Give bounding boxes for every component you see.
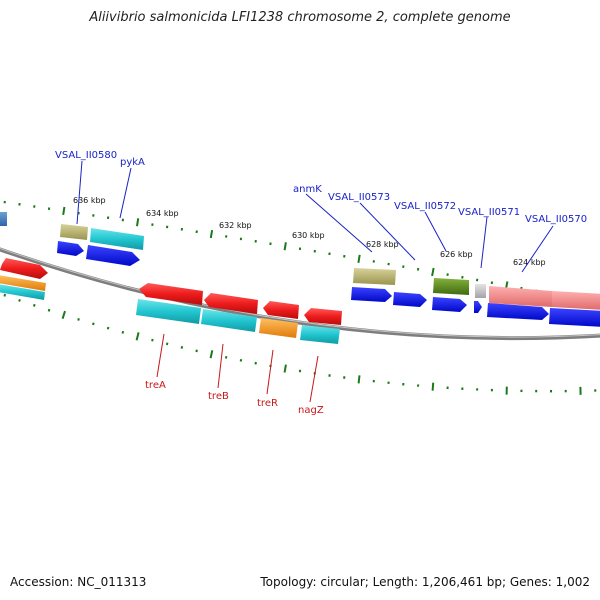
genome-summary-text: Topology: circular; Length: 1,206,461 bp… (260, 575, 590, 589)
scale-tick-minor (92, 322, 95, 326)
scale-tick-major (283, 242, 287, 251)
leader-treA (156, 333, 165, 378)
scale-tick-minor (151, 338, 154, 342)
gene-feature (353, 268, 396, 285)
gene-feature (475, 284, 486, 298)
gene-feature (90, 228, 144, 250)
gene-feature (204, 293, 258, 314)
leader-VSAL_II0580 (76, 160, 83, 225)
leader-nagZ (309, 355, 319, 403)
chromosome-backbone (0, 247, 600, 341)
leader-treB (217, 343, 224, 389)
leader-VSAL_II0570 (521, 225, 554, 273)
gene-feature (201, 309, 257, 332)
gene-feature (300, 325, 340, 344)
scale-labels: 636 kbp 634 kbp 632 kbp 630 kbp 628 kbp … (73, 196, 546, 267)
accession-text: Accession: NC_011313 (10, 575, 147, 589)
leader-anmK (305, 193, 373, 253)
gene-feature (474, 301, 482, 313)
gene-label-VSAL_II0580: VSAL_II0580 (55, 150, 117, 161)
scale-tick-major (135, 332, 140, 341)
scale-tick-minor (18, 298, 21, 302)
gene-feature (60, 224, 88, 240)
scale-tick-major (431, 382, 435, 391)
feature-tracks-bottom (0, 258, 342, 344)
scale-tick-major (283, 364, 287, 373)
gene-label-nagZ: nagZ (298, 405, 324, 416)
outer-scale-ticks (3, 200, 597, 304)
scale-tick-minor (32, 303, 36, 307)
scale-label-630: 630 kbp (292, 231, 325, 240)
scale-tick-minor (475, 278, 479, 282)
gene-feature (57, 241, 84, 256)
scale-label-628: 628 kbp (366, 240, 399, 249)
gene-label-VSAL_II0570: VSAL_II0570 (525, 214, 587, 225)
gene-feature (433, 278, 469, 295)
map-title: Aliivibrio salmonicida LFI1238 chromosom… (89, 10, 511, 25)
feature-tracks-top (0, 212, 600, 327)
gene-feature (549, 308, 600, 327)
gene-feature (0, 258, 48, 279)
gene-feature (304, 308, 342, 325)
gene-label-VSAL_II0572: VSAL_II0572 (394, 201, 456, 212)
scale-tick-major (357, 375, 361, 384)
gene-label-treA: treA (145, 380, 166, 391)
gene-label-treB: treB (208, 391, 229, 402)
scale-tick-major (62, 206, 66, 216)
scale-tick-minor (121, 330, 125, 334)
gene-feature (393, 292, 427, 307)
scale-tick-minor (77, 318, 80, 321)
leader-VSAL_II0572 (424, 211, 447, 252)
scale-tick-minor (180, 346, 184, 349)
gene-label-treR: treR (257, 398, 278, 409)
gene-feature (139, 283, 203, 305)
leader-pykA (119, 167, 132, 219)
gene-label-VSAL_II0571: VSAL_II0571 (458, 207, 520, 218)
scale-tick-minor (106, 326, 110, 330)
gene-label-VSAL_II0573: VSAL_II0573 (328, 192, 390, 203)
scale-label-624: 624 kbp (513, 258, 546, 267)
scale-tick-minor (3, 293, 7, 297)
scale-tick-minor (47, 308, 51, 312)
scale-tick-minor (224, 355, 228, 359)
gene-feature (0, 284, 45, 300)
scale-tick-major (61, 310, 66, 320)
scale-tick-major (357, 254, 361, 263)
label-leaders (76, 160, 554, 403)
leader-VSAL_II0571 (480, 216, 488, 269)
gene-feature (86, 245, 140, 266)
gene-feature (432, 297, 467, 312)
scale-tick-minor (239, 358, 243, 362)
gene-feature (489, 286, 552, 307)
scale-tick-major (209, 229, 214, 239)
chromosome-backbone-highlight (0, 247, 600, 338)
gene-labels: VSAL_II0580 pykA anmK VSAL_II0573 VSAL_I… (55, 150, 587, 416)
leader-treR (266, 349, 274, 395)
inner-scale-ticks (3, 293, 597, 395)
gene-feature (263, 301, 299, 319)
scale-tick-minor (195, 349, 198, 353)
gene-feature (0, 275, 46, 291)
scale-label-636: 636 kbp (73, 196, 106, 205)
gene-label-pykA: pykA (120, 157, 145, 168)
scale-tick-minor (165, 342, 169, 346)
gene-feature (487, 303, 549, 320)
gene-feature (259, 318, 298, 338)
scale-label-634: 634 kbp (146, 209, 179, 218)
gene-feature (0, 212, 7, 226)
gene-feature (136, 299, 201, 324)
scale-label-626: 626 kbp (440, 250, 473, 259)
scale-label-632: 632 kbp (219, 221, 252, 230)
scale-tick-major (136, 218, 140, 227)
leader-VSAL_II0573 (359, 202, 416, 261)
gene-feature (552, 291, 600, 310)
gene-label-anmK: anmK (293, 184, 322, 195)
scale-tick-major (431, 267, 435, 277)
gene-feature (351, 287, 392, 302)
scale-tick-major (209, 350, 214, 359)
